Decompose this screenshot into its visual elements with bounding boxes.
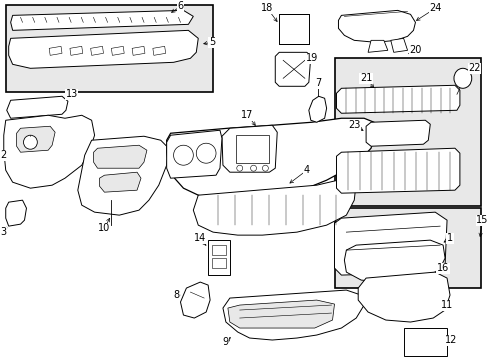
Polygon shape [93, 145, 146, 168]
Polygon shape [336, 148, 459, 193]
Text: 14: 14 [194, 233, 206, 243]
Polygon shape [180, 282, 210, 318]
Text: 6: 6 [177, 1, 183, 12]
Polygon shape [367, 40, 387, 52]
Polygon shape [358, 272, 449, 322]
Polygon shape [222, 125, 277, 172]
Ellipse shape [196, 143, 216, 163]
Text: 18: 18 [261, 3, 273, 13]
Text: 1: 1 [446, 233, 452, 243]
Text: 13: 13 [65, 89, 78, 99]
Polygon shape [193, 178, 355, 235]
Text: 7: 7 [315, 78, 321, 88]
Bar [208, 240, 229, 275]
Ellipse shape [23, 135, 37, 149]
Polygon shape [7, 96, 68, 118]
Polygon shape [70, 46, 82, 55]
Polygon shape [366, 120, 429, 146]
Polygon shape [17, 126, 55, 152]
Polygon shape [223, 290, 364, 340]
Polygon shape [308, 96, 326, 122]
Polygon shape [132, 46, 144, 55]
Text: 10: 10 [98, 223, 110, 233]
Text: 23: 23 [347, 120, 360, 130]
Bar [212, 258, 225, 268]
Polygon shape [336, 85, 459, 113]
Text: 19: 19 [305, 53, 317, 63]
Polygon shape [78, 136, 168, 215]
Polygon shape [90, 46, 103, 55]
Polygon shape [334, 212, 446, 275]
Text: 12: 12 [444, 335, 456, 345]
Polygon shape [49, 46, 62, 55]
Text: 4: 4 [303, 165, 309, 175]
Text: 9: 9 [223, 337, 228, 347]
Ellipse shape [250, 165, 256, 171]
Text: 11: 11 [440, 300, 452, 310]
Text: 16: 16 [436, 263, 448, 273]
Polygon shape [166, 130, 222, 178]
Text: 15: 15 [475, 215, 488, 225]
Ellipse shape [236, 165, 242, 171]
Text: 17: 17 [241, 110, 253, 120]
Polygon shape [390, 38, 407, 52]
Text: 2: 2 [0, 150, 7, 160]
Polygon shape [111, 46, 124, 55]
Text: 8: 8 [173, 290, 179, 300]
Bar [279, 14, 308, 44]
Polygon shape [4, 115, 94, 188]
Polygon shape [166, 118, 375, 202]
Text: 3: 3 [0, 227, 7, 237]
Polygon shape [227, 300, 334, 328]
Polygon shape [338, 10, 415, 42]
Text: 21: 21 [359, 73, 371, 83]
Text: 24: 24 [428, 3, 441, 13]
Ellipse shape [262, 165, 268, 171]
Ellipse shape [173, 145, 193, 165]
Polygon shape [275, 52, 310, 86]
Polygon shape [6, 200, 26, 226]
Polygon shape [153, 46, 165, 55]
Bar [212, 245, 225, 255]
Bar [235, 135, 269, 163]
Polygon shape [11, 10, 193, 30]
Polygon shape [344, 240, 444, 282]
Polygon shape [9, 30, 198, 68]
Text: 5: 5 [208, 37, 215, 47]
Ellipse shape [453, 68, 471, 88]
Bar [334, 58, 480, 206]
Bar [403, 328, 446, 356]
Text: 22: 22 [468, 63, 480, 73]
Bar [334, 208, 480, 288]
Text: 20: 20 [408, 45, 421, 55]
Polygon shape [100, 172, 141, 192]
Bar [6, 5, 213, 92]
